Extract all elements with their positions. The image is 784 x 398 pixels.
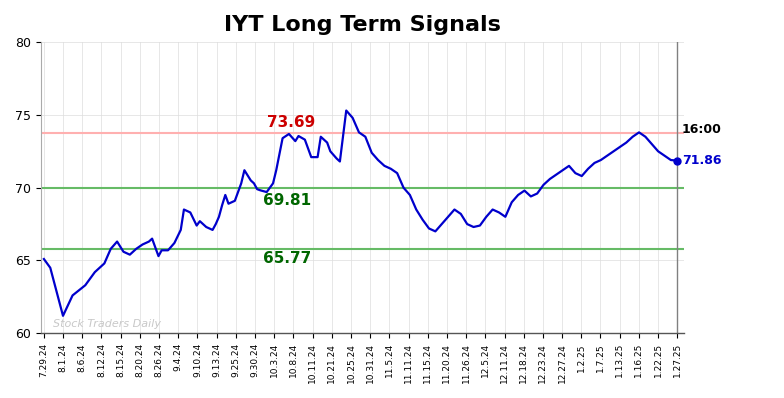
Text: 16:00: 16:00 xyxy=(682,123,722,136)
Title: IYT Long Term Signals: IYT Long Term Signals xyxy=(223,15,501,35)
Text: 65.77: 65.77 xyxy=(263,252,312,266)
Text: 69.81: 69.81 xyxy=(263,193,311,208)
Text: Stock Traders Daily: Stock Traders Daily xyxy=(53,319,162,329)
Text: 73.69: 73.69 xyxy=(267,115,315,130)
Text: 71.86: 71.86 xyxy=(682,154,721,167)
